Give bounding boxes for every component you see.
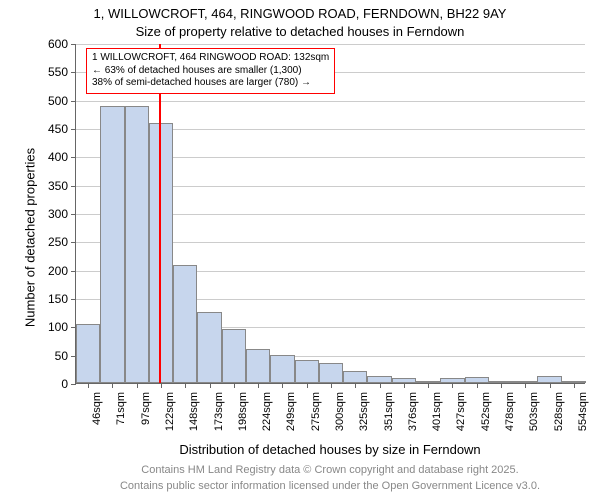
x-tick-mark [380,383,381,388]
gridline [76,44,585,45]
x-tick-label: 224sqm [261,392,273,452]
x-tick-label: 351sqm [383,392,395,452]
histogram-bar [319,363,343,383]
x-tick-label: 554sqm [577,392,589,452]
x-tick-mark [161,383,162,388]
y-tick-mark [71,44,76,45]
y-tick-mark [71,157,76,158]
y-tick-mark [71,129,76,130]
histogram-bar [222,329,246,383]
property-marker-line [159,44,161,383]
x-tick-label: 503sqm [528,392,540,452]
y-tick-mark [71,186,76,187]
histogram-bar [173,265,197,383]
histogram-bar [197,312,221,383]
y-tick-mark [71,299,76,300]
gridline [76,101,585,102]
histogram-bar [100,106,124,383]
histogram-bar [76,324,100,384]
y-tick-label: 350 [28,180,68,192]
histogram-bar [149,123,173,383]
x-tick-mark [137,383,138,388]
footer-line2: Contains public sector information licen… [75,480,585,492]
y-tick-mark [71,384,76,385]
plot-area: 1 WILLOWCROFT, 464 RINGWOOD ROAD: 132sqm… [75,44,585,384]
x-tick-label: 401sqm [431,392,443,452]
x-tick-label: 71sqm [115,392,127,452]
y-tick-label: 200 [28,265,68,277]
y-tick-label: 0 [28,378,68,390]
y-tick-label: 550 [28,66,68,78]
footer-line1: Contains HM Land Registry data © Crown c… [75,464,585,476]
y-tick-mark [71,72,76,73]
y-tick-label: 250 [28,236,68,248]
y-tick-label: 400 [28,151,68,163]
x-tick-label: 325sqm [358,392,370,452]
x-tick-mark [307,383,308,388]
y-tick-label: 150 [28,293,68,305]
x-tick-mark [210,383,211,388]
x-tick-label: 249sqm [285,392,297,452]
x-tick-mark [525,383,526,388]
y-tick-mark [71,271,76,272]
y-tick-mark [71,101,76,102]
chart-title-line1: 1, WILLOWCROFT, 464, RINGWOOD ROAD, FERN… [0,6,600,21]
x-tick-mark [404,383,405,388]
x-tick-mark [258,383,259,388]
y-tick-label: 600 [28,38,68,50]
x-tick-label: 427sqm [455,392,467,452]
histogram-bar [367,376,391,383]
histogram-bar [343,371,367,383]
histogram-bar [270,355,294,383]
x-tick-mark [501,383,502,388]
x-tick-mark [88,383,89,388]
histogram-bar [537,376,561,383]
x-tick-label: 46sqm [91,392,103,452]
x-tick-mark [234,383,235,388]
chart-title-line2: Size of property relative to detached ho… [0,24,600,39]
histogram-bar [125,106,149,383]
y-tick-label: 450 [28,123,68,135]
x-tick-label: 122sqm [164,392,176,452]
x-tick-label: 452sqm [480,392,492,452]
annotation-line2: ← 63% of detached houses are smaller (1,… [92,65,329,78]
annotation-line1: 1 WILLOWCROFT, 464 RINGWOOD ROAD: 132sqm [92,52,329,65]
x-tick-mark [550,383,551,388]
y-tick-mark [71,242,76,243]
x-tick-label: 528sqm [553,392,565,452]
x-tick-mark [185,383,186,388]
x-tick-mark [355,383,356,388]
x-tick-mark [282,383,283,388]
chart-container: 1, WILLOWCROFT, 464, RINGWOOD ROAD, FERN… [0,0,600,500]
x-tick-mark [428,383,429,388]
y-tick-mark [71,214,76,215]
x-tick-mark [112,383,113,388]
x-tick-mark [452,383,453,388]
x-tick-label: 173sqm [213,392,225,452]
x-tick-label: 148sqm [188,392,200,452]
x-tick-label: 300sqm [334,392,346,452]
y-tick-label: 500 [28,95,68,107]
x-tick-label: 275sqm [310,392,322,452]
y-tick-label: 100 [28,321,68,333]
x-tick-mark [574,383,575,388]
x-tick-label: 97sqm [140,392,152,452]
y-tick-label: 300 [28,208,68,220]
histogram-bar [246,349,270,383]
x-tick-mark [477,383,478,388]
x-tick-label: 478sqm [504,392,516,452]
x-tick-label: 376sqm [407,392,419,452]
x-tick-label: 198sqm [237,392,249,452]
histogram-bar [295,360,319,383]
annotation-box: 1 WILLOWCROFT, 464 RINGWOOD ROAD: 132sqm… [86,48,335,94]
annotation-line3: 38% of semi-detached houses are larger (… [92,77,329,90]
y-tick-label: 50 [28,350,68,362]
x-tick-mark [331,383,332,388]
